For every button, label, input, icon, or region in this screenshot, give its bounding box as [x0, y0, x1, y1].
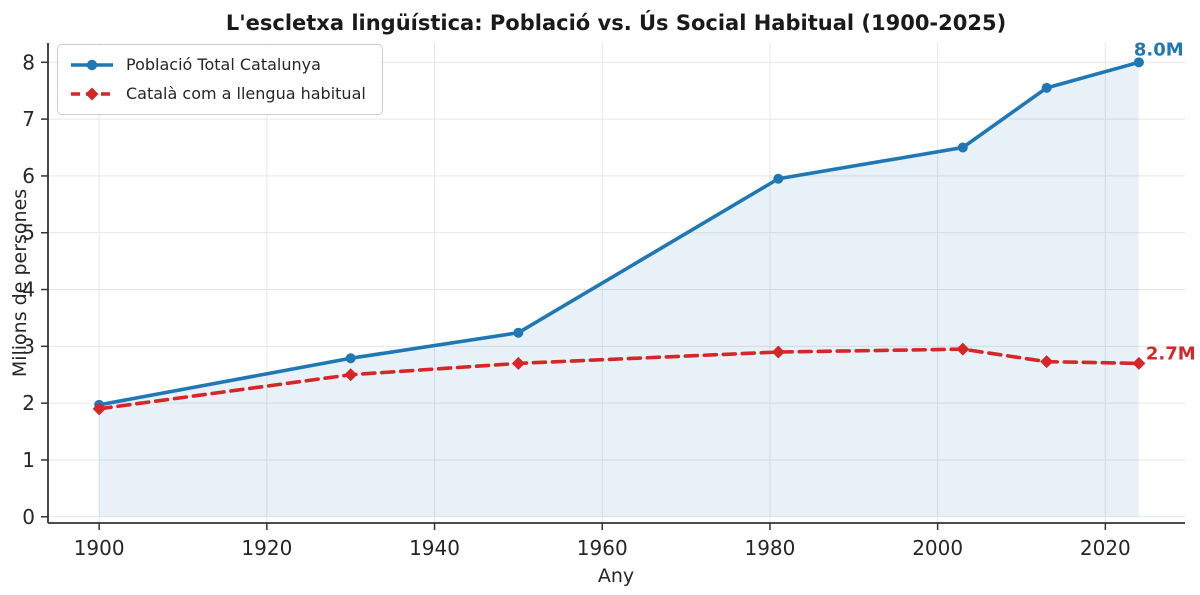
- data-point-circle: [1133, 57, 1144, 68]
- area-fill: [99, 62, 1139, 517]
- y-tick-label: 0: [22, 505, 35, 529]
- legend-label-catala: Català com a llengua habitual: [126, 84, 366, 103]
- legend-item-catala: Català com a llengua habitual: [69, 82, 366, 106]
- data-point-diamond: [771, 345, 785, 359]
- data-point-circle: [345, 353, 356, 364]
- y-tick-label: 4: [22, 278, 35, 302]
- axes: 1900 1920 1940 1960 1980 2000 2020 0 1 2 3 4 5 6 7 8: [22, 43, 1185, 560]
- x-axis-label: Any: [598, 565, 634, 587]
- y-tick-label: 1: [22, 448, 35, 472]
- data-point-circle: [513, 327, 524, 338]
- legend-sample-dashed-line-diamond-icon: [71, 87, 113, 101]
- y-tick-label: 3: [22, 334, 35, 358]
- x-tick-label: 1980: [744, 536, 795, 560]
- chart-title: L'escletxa lingüística: Població vs. Ús …: [226, 10, 1006, 35]
- data-point-circle: [773, 173, 784, 184]
- y-tick-label: 6: [22, 164, 35, 188]
- data-series: [92, 57, 1146, 416]
- data-point-circle: [1041, 82, 1052, 93]
- x-tick-label: 1920: [241, 536, 292, 560]
- legend-sample-solid-line-circle-icon: [71, 59, 113, 71]
- legend-item-poblacio: Població Total Catalunya: [69, 53, 366, 77]
- data-point-diamond: [1040, 355, 1054, 369]
- y-tick-label: 5: [22, 221, 35, 245]
- data-point-diamond: [344, 368, 358, 382]
- data-point-diamond: [511, 356, 525, 370]
- x-tick-label: 1960: [577, 536, 628, 560]
- data-point-diamond: [92, 402, 106, 416]
- annotations: 8.0M 2.7M: [1134, 39, 1196, 364]
- y-axis-label: Milions de persones: [9, 189, 31, 377]
- data-point-circle: [957, 142, 968, 153]
- y-tick-label: 7: [22, 107, 35, 131]
- gridlines: [48, 43, 1185, 523]
- area-under-population-line: [99, 62, 1139, 517]
- data-point-diamond: [956, 342, 970, 356]
- x-tick-label: 1900: [74, 536, 125, 560]
- end-value-label: 8.0M: [1134, 39, 1184, 60]
- end-value-label: 2.7M: [1146, 343, 1196, 364]
- data-point-diamond: [1132, 356, 1146, 370]
- legend-label-poblacio: Població Total Catalunya: [126, 55, 321, 74]
- y-tick-label: 2: [22, 391, 35, 415]
- y-tick-label: 8: [22, 50, 35, 74]
- x-tick-label: 2020: [1080, 536, 1131, 560]
- x-tick-label: 2000: [912, 536, 963, 560]
- legend: Població Total Catalunya Català com a ll…: [57, 44, 383, 115]
- x-tick-label: 1940: [409, 536, 460, 560]
